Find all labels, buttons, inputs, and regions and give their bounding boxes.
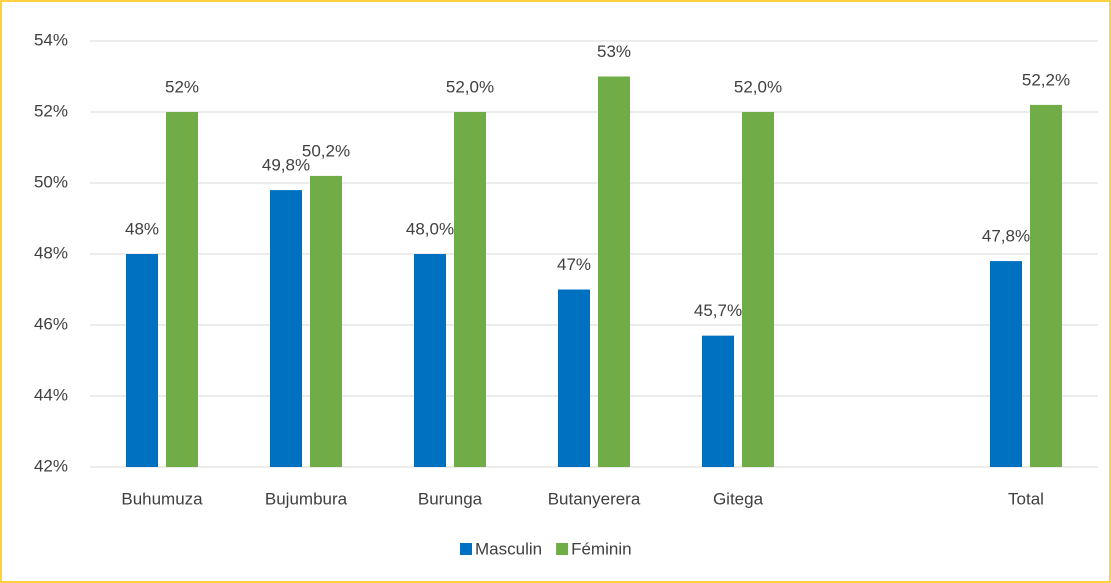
bar <box>126 254 158 467</box>
data-label: 48,0% <box>406 219 454 238</box>
bar <box>1030 104 1062 468</box>
x-tick-label: Buhumuza <box>121 489 203 508</box>
x-tick-label: Burunga <box>418 489 483 508</box>
y-tick-label: 52% <box>34 101 68 120</box>
bar <box>990 261 1022 467</box>
x-tick-label: Gitega <box>713 489 764 508</box>
bar <box>702 335 734 467</box>
data-label: 52% <box>165 77 199 96</box>
bar <box>414 254 446 467</box>
legend-swatch <box>460 543 472 555</box>
legend-label: Féminin <box>571 539 631 558</box>
bar <box>558 289 590 467</box>
legend-label: Masculin <box>475 539 542 558</box>
bar <box>742 112 774 467</box>
data-label: 53% <box>597 42 631 61</box>
data-label: 47,8% <box>982 227 1030 246</box>
bar <box>454 112 486 467</box>
y-tick-label: 46% <box>34 314 68 333</box>
bar <box>270 190 302 467</box>
x-tick-label: Butanyerera <box>548 489 641 508</box>
data-label: 48% <box>125 219 159 238</box>
y-tick-label: 48% <box>34 243 68 262</box>
bar <box>310 175 342 467</box>
y-tick-label: 42% <box>34 456 68 475</box>
data-label: 52,0% <box>734 77 782 96</box>
data-label: 52,0% <box>446 77 494 96</box>
bar <box>166 112 198 467</box>
data-label: 49,8% <box>262 156 310 175</box>
x-tick-label: Bujumbura <box>265 489 348 508</box>
data-label: 47% <box>557 255 591 274</box>
legend-swatch <box>556 543 569 555</box>
y-tick-label: 54% <box>34 30 68 49</box>
bar <box>598 76 630 467</box>
y-tick-label: 50% <box>34 172 68 191</box>
y-tick-label: 44% <box>34 385 68 404</box>
data-label: 50,2% <box>302 141 350 160</box>
x-tick-label: Total <box>1008 489 1044 508</box>
data-label: 45,7% <box>694 301 742 320</box>
data-label: 52,2% <box>1022 70 1070 89</box>
